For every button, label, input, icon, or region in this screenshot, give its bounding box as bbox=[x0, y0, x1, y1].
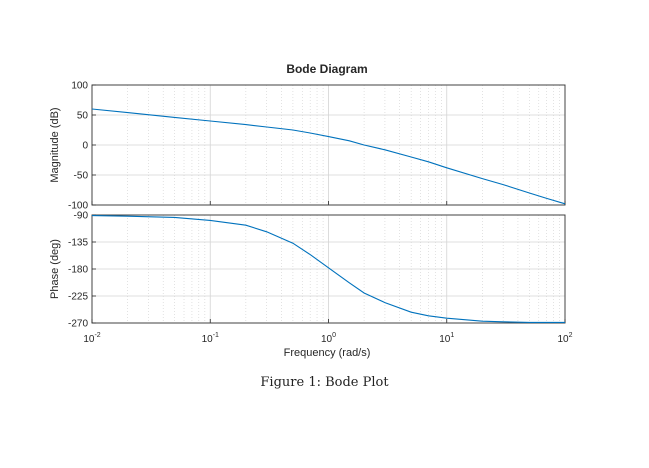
phase-y-tick-label: -90 bbox=[74, 211, 89, 222]
x-tick-label: 10-1 bbox=[202, 332, 219, 345]
x-tick-label: 102 bbox=[557, 332, 572, 345]
x-tick-label: 100 bbox=[321, 332, 336, 345]
magnitude-y-axis-label: Magnitude (dB) bbox=[49, 107, 61, 182]
magnitude-y-tick-label: 50 bbox=[77, 111, 89, 122]
magnitude-y-tick-label: 100 bbox=[71, 81, 88, 92]
magnitude-y-tick-label: -100 bbox=[68, 201, 88, 212]
x-tick-label: 101 bbox=[439, 332, 454, 345]
x-tick-label: 10-2 bbox=[83, 332, 100, 345]
phase-y-tick-label: -135 bbox=[68, 238, 88, 249]
phase-series-line bbox=[91, 215, 565, 323]
magnitude-y-tick-label: -50 bbox=[74, 171, 89, 182]
phase-y-axis-label: Phase (deg) bbox=[49, 239, 61, 299]
phase-y-tick-label: -270 bbox=[68, 319, 88, 330]
x-axis: 10-2 10-1 100 101 102 bbox=[83, 332, 572, 345]
phase-panel: -90 -135 -180 -225 -270 Phase (deg) bbox=[49, 211, 566, 330]
phase-frame bbox=[91, 214, 566, 324]
magnitude-panel: 100 50 0 -50 -100 Magnitude (dB) bbox=[49, 81, 566, 212]
magnitude-y-tick-label: 0 bbox=[82, 141, 88, 152]
magnitude-frame bbox=[91, 84, 566, 206]
magnitude-series-line bbox=[91, 108, 566, 205]
phase-y-tick-label: -225 bbox=[68, 292, 88, 303]
x-axis-label: Frequency (rad/s) bbox=[284, 347, 371, 359]
phase-y-tick-label: -180 bbox=[68, 265, 88, 276]
figure-caption: Figure 1: Bode Plot bbox=[260, 375, 389, 390]
chart-title: Bode Diagram bbox=[286, 62, 367, 76]
